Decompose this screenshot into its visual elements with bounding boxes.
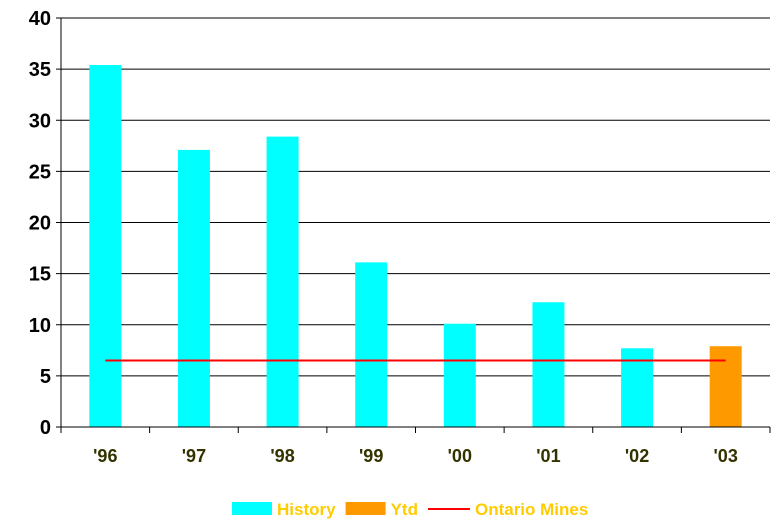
x-tick-label: '00 (448, 446, 472, 466)
y-tick-label: 0 (40, 417, 51, 439)
axes (56, 17, 771, 433)
y-tick-label: 30 (29, 110, 51, 132)
x-tick-label: '99 (359, 446, 383, 466)
y-tick-label: 10 (29, 315, 51, 337)
legend-label-history: History (277, 500, 336, 519)
bar-history (532, 302, 565, 427)
bar-history (355, 262, 388, 427)
x-tick-label: '01 (536, 446, 560, 466)
tick-labels: 0 5 10 15 20 25 30 35 40 '96 '97 '98 '99 '00 '01 '02 '03 (29, 8, 738, 466)
y-tick-label: 40 (29, 8, 51, 30)
gridlines (61, 17, 770, 377)
legend: History Ytd Ontario Mines (232, 500, 588, 519)
x-tick-label: '98 (270, 446, 294, 466)
bar-history (177, 149, 210, 427)
legend-swatch-history (232, 502, 272, 515)
y-tick-label: 35 (29, 59, 51, 81)
bar-history (443, 323, 476, 427)
bars (89, 65, 742, 428)
legend-swatch-ytd (345, 502, 386, 515)
y-tick-label: 20 (29, 213, 51, 235)
legend-label-ytd: Ytd (391, 500, 418, 519)
y-tick-label: 15 (29, 264, 51, 286)
x-tick-label: '02 (625, 446, 649, 466)
legend-label-ontario-mines: Ontario Mines (475, 500, 588, 519)
bar-history (89, 65, 122, 427)
bar-ytd (709, 346, 742, 427)
y-tick-label: 25 (29, 161, 51, 183)
x-tick-label: '97 (182, 446, 206, 466)
x-tick-label: '96 (93, 446, 117, 466)
x-tick-label: '03 (714, 446, 738, 466)
bar-history (266, 136, 299, 428)
y-tick-label: 5 (40, 366, 51, 388)
